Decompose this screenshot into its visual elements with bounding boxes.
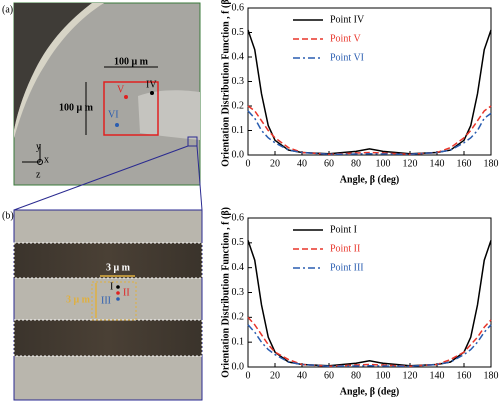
legend-label: Point III: [330, 262, 364, 273]
axis-label: y: [36, 141, 41, 152]
y-axis-label: Orientation Distribution Function , f (β…: [220, 0, 231, 167]
x-tick-label: 140: [430, 370, 445, 381]
scale-label: 3 μ m: [106, 262, 131, 273]
y-tick-label: 0.3: [232, 287, 245, 298]
scale-label: 3 μ m: [66, 294, 91, 305]
axis-label: x: [44, 154, 49, 165]
x-tick-label: 60: [324, 158, 334, 169]
point-label: IV: [146, 79, 157, 90]
x-tick-label: 40: [297, 370, 307, 381]
line-series: [247, 110, 492, 156]
legend-label: Point I: [330, 224, 357, 235]
y-tick-label: 0.4: [232, 51, 245, 62]
axis-label: z: [36, 169, 41, 180]
x-tick-label: 120: [403, 370, 418, 381]
legend-label: Point II: [330, 243, 360, 254]
x-axis-label: Angle, β (deg): [340, 386, 399, 397]
panel-label: (b): [2, 210, 14, 221]
panel-label: (a): [2, 4, 13, 15]
y-axis-label: Orientation Distribution Function , f (β…: [220, 207, 231, 378]
y-tick-label: 0.6: [232, 2, 245, 13]
y-tick-label: 0.4: [232, 262, 245, 273]
point-label: II: [123, 287, 130, 298]
x-tick-label: 120: [403, 158, 418, 169]
x-tick-label: 180: [484, 158, 499, 169]
point-label: V: [117, 84, 125, 95]
y-tick-label: 0.3: [232, 76, 245, 87]
x-tick-label: 60: [324, 370, 334, 381]
line-series: [247, 29, 492, 155]
y-tick-label: 0.2: [232, 100, 245, 111]
x-tick-label: 160: [457, 370, 472, 381]
legend-label: Point IV: [330, 14, 365, 25]
y-tick-label: 0.0: [232, 149, 245, 160]
micrograph-b: (b) 3 μ m 3 μ m I II III: [2, 209, 203, 401]
x-tick-label: 80: [351, 370, 361, 381]
plot-frame: [247, 217, 492, 368]
x-tick-label: 80: [351, 158, 361, 169]
scale-label: 100 μ m: [114, 56, 149, 67]
line-series: [247, 316, 492, 368]
legend-label: Point V: [330, 33, 361, 44]
legend-label: Point VI: [330, 52, 364, 63]
x-axis-label: Angle, β (deg): [340, 174, 399, 185]
x-tick-label: 0: [246, 158, 251, 169]
x-tick-label: 140: [430, 158, 445, 169]
point-label: I: [110, 281, 113, 292]
line-series: [247, 105, 492, 156]
line-series: [247, 324, 492, 368]
point-label: III: [101, 295, 111, 306]
x-tick-label: 180: [484, 370, 499, 381]
x-tick-label: 100: [376, 158, 391, 169]
x-tick-label: 40: [297, 158, 307, 169]
x-tick-label: 100: [376, 370, 391, 381]
y-tick-label: 0.0: [232, 361, 245, 372]
x-tick-label: 20: [270, 370, 280, 381]
plot-frame: [247, 7, 492, 156]
x-tick-label: 20: [270, 158, 280, 169]
y-tick-label: 0.1: [232, 336, 245, 347]
y-tick-label: 0.5: [232, 27, 245, 38]
x-tick-label: 0: [246, 370, 251, 381]
y-tick-label: 0.1: [232, 125, 245, 136]
line-series: [247, 240, 492, 367]
y-tick-label: 0.5: [232, 237, 245, 248]
point-label: VI: [108, 109, 119, 120]
x-tick-label: 160: [457, 158, 472, 169]
scale-label: 100 μ m: [59, 102, 94, 113]
micrograph-a: (a) 100 μ m 100 μ m IV V VI y x z: [2, 2, 201, 186]
y-tick-label: 0.2: [232, 312, 245, 323]
y-tick-label: 0.6: [232, 212, 245, 223]
